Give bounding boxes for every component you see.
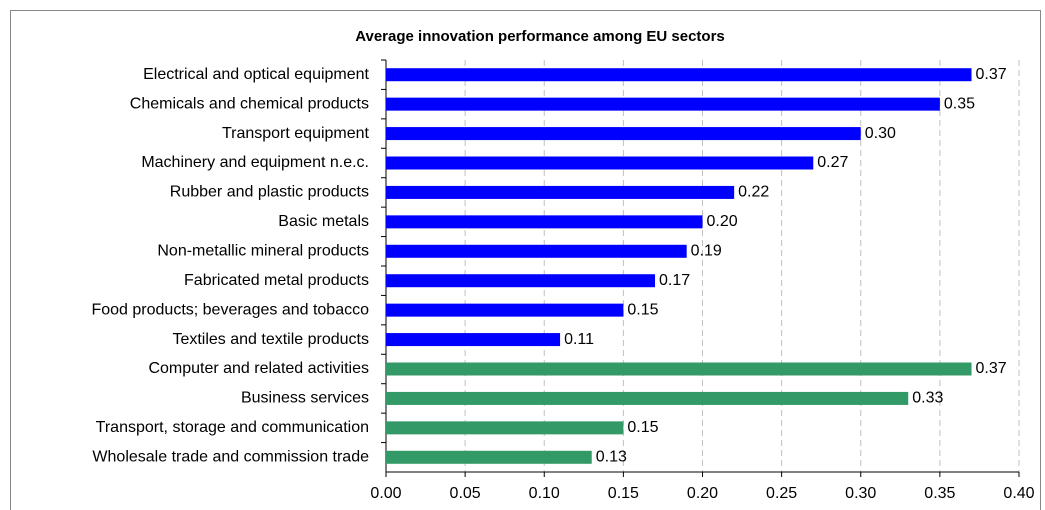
y-tick-label: Business services <box>241 390 369 407</box>
y-tick-label: Chemicals and chemical products <box>130 95 369 112</box>
y-tick-label: Textiles and textile products <box>172 331 369 348</box>
y-tick-label: Food products; beverages and tobacco <box>91 301 369 318</box>
value-label: 0.37 <box>976 360 1007 377</box>
value-label: 0.30 <box>865 125 896 142</box>
value-label: 0.27 <box>817 154 848 171</box>
bar <box>386 68 972 82</box>
bar <box>386 215 703 229</box>
bar <box>386 185 735 199</box>
x-tick-label: 0.25 <box>766 485 797 502</box>
bar <box>386 362 972 376</box>
value-label: 0.33 <box>912 390 943 407</box>
y-tick-label: Transport, storage and communication <box>96 419 369 436</box>
bar <box>386 274 656 288</box>
value-label: 0.11 <box>564 331 594 348</box>
y-tick-label: Rubber and plastic products <box>170 184 369 201</box>
x-tick-label: 0.00 <box>370 485 401 502</box>
bar <box>386 303 624 317</box>
y-tick-label: Wholesale trade and commission trade <box>92 449 369 466</box>
y-tick-label: Basic metals <box>278 213 369 230</box>
y-tick-label: Transport equipment <box>222 125 370 142</box>
value-label: 0.22 <box>738 184 769 201</box>
chart-title: Average innovation performance among EU … <box>355 28 725 45</box>
y-tick-label: Fabricated metal products <box>184 272 369 289</box>
bar <box>386 391 909 405</box>
value-label: 0.17 <box>659 272 690 289</box>
bar <box>386 156 814 170</box>
x-tick-label: 0.15 <box>608 485 639 502</box>
bar <box>386 333 561 347</box>
bar <box>386 97 940 111</box>
value-label: 0.15 <box>627 419 658 436</box>
x-tick-label: 0.10 <box>529 485 560 502</box>
bar <box>386 244 687 258</box>
bar <box>386 450 592 464</box>
value-label: 0.37 <box>976 66 1007 83</box>
y-tick-label: Machinery and equipment n.e.c. <box>141 154 369 171</box>
y-tick-label: Non-metallic mineral products <box>157 243 369 260</box>
value-label: 0.15 <box>627 301 658 318</box>
value-label: 0.19 <box>691 243 722 260</box>
y-tick-label: Electrical and optical equipment <box>143 66 369 83</box>
value-label: 0.20 <box>707 213 738 230</box>
value-label: 0.13 <box>596 449 627 466</box>
x-tick-label: 0.35 <box>924 485 955 502</box>
x-tick-label: 0.30 <box>845 485 876 502</box>
bar <box>386 421 624 435</box>
y-tick-label: Computer and related activities <box>148 360 369 377</box>
x-tick-label: 0.20 <box>687 485 718 502</box>
x-tick-label: 0.05 <box>450 485 481 502</box>
bar <box>386 127 861 141</box>
value-label: 0.35 <box>944 95 975 112</box>
x-tick-label: 0.40 <box>1003 485 1034 502</box>
